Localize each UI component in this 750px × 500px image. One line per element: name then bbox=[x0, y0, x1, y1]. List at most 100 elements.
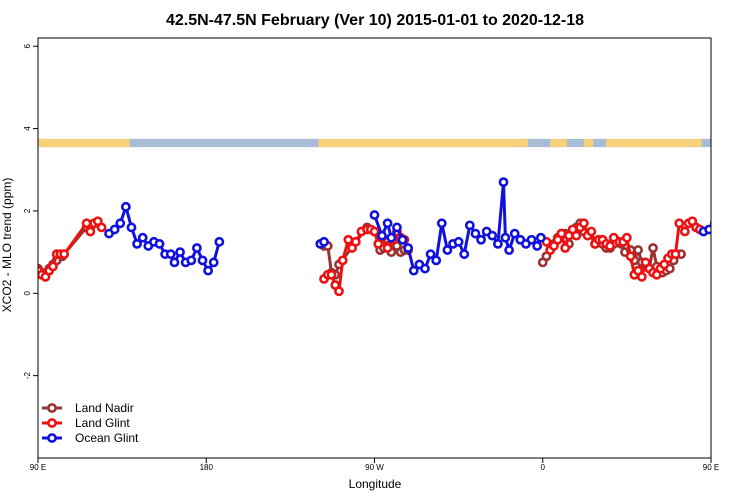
x-tick-label: 90 E bbox=[703, 463, 719, 472]
data-point bbox=[377, 230, 387, 241]
x-axis: 90 E 180 90 W 0 90 E bbox=[30, 458, 719, 472]
data-point bbox=[369, 210, 380, 220]
data-point bbox=[132, 238, 142, 249]
data-point bbox=[674, 218, 685, 229]
data-point bbox=[425, 249, 436, 260]
data-point bbox=[670, 249, 681, 260]
data-point bbox=[500, 232, 511, 243]
data-point bbox=[96, 222, 107, 233]
data-point bbox=[648, 243, 658, 253]
data-point bbox=[186, 255, 197, 266]
y-tick-label: 6 bbox=[23, 43, 32, 48]
data-point bbox=[192, 243, 202, 253]
data-point bbox=[350, 236, 361, 247]
legend-item: Land Nadir bbox=[42, 401, 134, 415]
legend-label: Land Nadir bbox=[75, 401, 134, 415]
data-point bbox=[48, 261, 58, 272]
data-point bbox=[408, 265, 419, 276]
data-point bbox=[571, 230, 582, 241]
data-point bbox=[382, 243, 393, 253]
data-point bbox=[717, 203, 724, 210]
data-point bbox=[556, 228, 567, 239]
data-point bbox=[625, 251, 636, 262]
data-point bbox=[208, 257, 219, 268]
data-point bbox=[504, 245, 514, 255]
data-point bbox=[728, 240, 735, 247]
data-point bbox=[679, 226, 690, 237]
data-point bbox=[403, 243, 414, 253]
data-point bbox=[470, 228, 481, 239]
data-point bbox=[509, 228, 520, 239]
data-point bbox=[337, 255, 348, 266]
y-tick-label: 2 bbox=[23, 208, 32, 213]
data-point bbox=[197, 255, 208, 266]
data-point bbox=[734, 234, 741, 241]
land-band-segment bbox=[583, 138, 594, 148]
data-point bbox=[382, 218, 393, 229]
data-point bbox=[115, 218, 126, 229]
chart-title: 42.5N-47.5N February (Ver 10) 2015-01-01… bbox=[166, 12, 584, 29]
data-point bbox=[498, 177, 509, 188]
x-tick-label: 90 E bbox=[30, 463, 46, 472]
x-tick-label: 90 W bbox=[365, 463, 384, 472]
data-point bbox=[85, 226, 96, 237]
data-point bbox=[560, 243, 571, 253]
data-point bbox=[109, 224, 120, 235]
data-point bbox=[175, 247, 185, 258]
data-point bbox=[636, 271, 647, 282]
data-point bbox=[154, 238, 165, 249]
data-point bbox=[745, 238, 750, 245]
data-point bbox=[343, 234, 354, 245]
data-point bbox=[586, 226, 597, 237]
data-point bbox=[459, 249, 470, 260]
data-point bbox=[535, 232, 546, 243]
data-point bbox=[605, 241, 615, 251]
legend-swatch-marker bbox=[47, 433, 57, 443]
y-tick-label: -2 bbox=[23, 372, 32, 380]
data-point bbox=[420, 263, 430, 274]
data-point bbox=[59, 249, 70, 260]
data-point bbox=[137, 232, 148, 243]
series-ocean-glint bbox=[104, 177, 750, 276]
legend-swatch-marker bbox=[47, 403, 57, 413]
data-point bbox=[578, 218, 589, 229]
data-point bbox=[722, 224, 729, 231]
data-point bbox=[214, 236, 225, 247]
legend-item: Ocean Glint bbox=[42, 431, 139, 445]
data-point bbox=[126, 222, 137, 233]
legend-label: Land Glint bbox=[75, 416, 130, 430]
data-point bbox=[532, 241, 543, 251]
y-axis: -2 0 2 4 6 bbox=[23, 43, 38, 379]
land-band-segment bbox=[38, 138, 130, 148]
data-point bbox=[120, 201, 131, 212]
data-point bbox=[442, 245, 453, 255]
legend-item: Land Glint bbox=[42, 416, 130, 430]
y-axis-label: XCO2 - MLO trend (ppm) bbox=[0, 178, 14, 313]
data-point bbox=[621, 232, 632, 243]
data-point bbox=[169, 257, 180, 268]
legend-label: Ocean Glint bbox=[75, 431, 139, 445]
series-layer bbox=[38, 177, 750, 297]
data-point bbox=[487, 230, 498, 241]
data-point bbox=[397, 234, 408, 245]
data-point bbox=[526, 234, 537, 245]
data-point bbox=[326, 269, 337, 280]
y-tick-label: 4 bbox=[23, 126, 32, 131]
data-point bbox=[709, 220, 711, 227]
data-point bbox=[431, 255, 442, 266]
data-point bbox=[453, 236, 464, 247]
y-tick-label: 0 bbox=[23, 291, 32, 296]
land-band-segment bbox=[318, 138, 528, 148]
x-tick-label: 180 bbox=[200, 463, 214, 472]
data-point bbox=[476, 234, 486, 245]
data-point bbox=[704, 224, 711, 235]
land-band-segment bbox=[550, 138, 568, 148]
data-point bbox=[334, 286, 344, 297]
data-point bbox=[436, 218, 447, 229]
data-point bbox=[633, 245, 643, 255]
data-point bbox=[739, 242, 746, 249]
data-point bbox=[203, 265, 214, 276]
data-point bbox=[81, 218, 92, 229]
